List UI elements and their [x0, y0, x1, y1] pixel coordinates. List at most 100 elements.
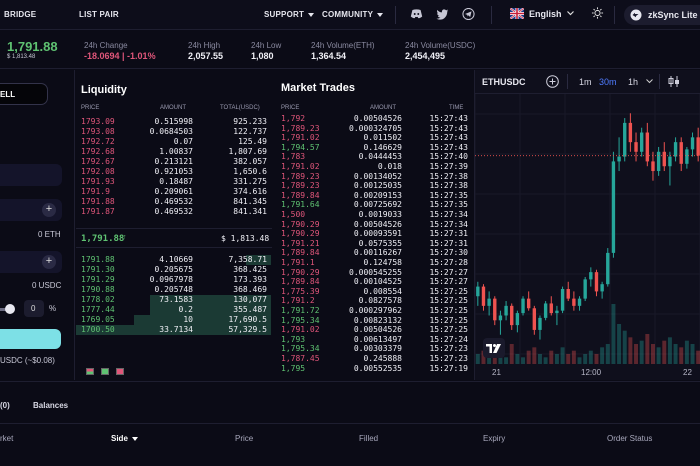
candle-body	[685, 149, 689, 164]
col-filled: Filled	[359, 434, 379, 443]
ask-row[interactable]: 1791.93 0.18487 331.275	[76, 177, 272, 187]
interval-1h[interactable]: 1h	[628, 77, 639, 87]
trade-amount: 0.00116267	[353, 248, 402, 258]
sun-icon[interactable]	[591, 7, 604, 19]
bid-depth-bar	[134, 315, 271, 325]
ask-row[interactable]: 1791.87 0.469532 841.341	[76, 207, 272, 217]
ask-row[interactable]: 1792.68 1.00837 1,807.69	[76, 147, 272, 157]
bid-total: 355.487	[233, 305, 267, 314]
view-asks-icon[interactable]	[116, 368, 124, 375]
ask-amount: 0.07	[173, 137, 193, 146]
plus-circle-icon[interactable]	[546, 75, 559, 88]
ask-row[interactable]: 1793.08 0.0684503 122.737	[76, 127, 272, 137]
trade-row: 1,793 0.00613497 15:27:24	[276, 335, 472, 345]
ask-row[interactable]: 1793.09 0.515998 925.233	[76, 117, 272, 127]
bid-row[interactable]: 1790.88 0.205748 368.469	[76, 285, 272, 295]
bid-row[interactable]: 1778.02 73.1583 130,077	[76, 295, 272, 305]
bid-row[interactable]: 1777.44 0.2 355.487	[76, 305, 272, 315]
twitter-icon[interactable]	[436, 8, 449, 20]
view-both-icon[interactable]	[86, 368, 94, 375]
candle-body	[611, 161, 616, 253]
ask-row[interactable]: 1792.72 0.07 125.49	[76, 137, 272, 147]
market-stats-bar: 1,791.88 $ 1,813.48 24h Change -18.0694 …	[0, 31, 700, 69]
candle-body	[673, 142, 678, 157]
wallet-network-label: zkSync Lite	[648, 10, 698, 20]
percent-input[interactable]: 0	[24, 300, 44, 317]
volume-bar	[481, 350, 486, 364]
trade-time: 15:27:28	[429, 258, 468, 267]
bid-amount: 0.205748	[154, 285, 193, 294]
col-amount: AMOUNT	[160, 105, 186, 111]
trade-time: 15:27:27	[429, 277, 468, 287]
tradingview-logo[interactable]	[483, 338, 505, 358]
trade-row: 1,791.02 0.018 15:27:39	[276, 162, 472, 172]
nav-list-pair[interactable]: LIST PAIR	[79, 10, 119, 19]
bid-total: 57,329.5	[228, 325, 267, 334]
ask-row[interactable]: 1792.67 0.213121 382.057	[76, 157, 272, 167]
bid-price: 1790.88	[81, 285, 115, 294]
trade-amount: 0.124758	[363, 258, 402, 267]
trade-time: 15:27:38	[429, 181, 468, 191]
bid-row[interactable]: 1791.29 0.0967978 173.393	[76, 275, 272, 285]
price-chart-panel: ETHUSDC 1m 30m 1h 21 12:00 22	[474, 70, 700, 380]
col-side[interactable]: Side	[111, 434, 138, 443]
bid-row[interactable]: 1700.50 33.7134 57,329.5	[76, 325, 272, 335]
tab-open-orders[interactable]: (0)	[0, 401, 10, 410]
ask-row[interactable]: 1791.88 0.469532 841.345	[76, 197, 272, 207]
candle-body	[555, 310, 559, 314]
ask-row[interactable]: 1791.9 0.209061 374.616	[76, 187, 272, 197]
sell-tab[interactable]: ELL	[0, 83, 48, 105]
candlestick-chart[interactable]	[475, 94, 700, 380]
trade-amount: 0.000545255	[349, 267, 402, 277]
interval-30m[interactable]: 30m	[599, 77, 617, 87]
nav-community[interactable]: COMMUNITY	[322, 10, 384, 19]
price-input[interactable]	[0, 164, 62, 186]
candle-body	[617, 156, 621, 162]
trade-price: 1,789.23	[281, 181, 320, 191]
chevron-down-icon	[131, 436, 138, 441]
trade-row: 1,789.84 0.00104525 15:27:27	[276, 277, 472, 287]
volume-bar	[673, 344, 678, 364]
language-selector[interactable]: English	[510, 8, 574, 19]
trade-amount: 0.008554	[363, 286, 402, 296]
discord-icon[interactable]	[410, 8, 423, 20]
view-bids-icon[interactable]	[101, 368, 109, 375]
volume-bar	[475, 354, 480, 364]
nav-bridge[interactable]: BRIDGE	[4, 10, 37, 19]
interval-1m[interactable]: 1m	[579, 77, 592, 87]
bid-row[interactable]: 1791.88 4.10669 7,358.71	[76, 255, 272, 265]
bid-row[interactable]: 1769.05 10 17,690.5	[76, 315, 272, 325]
volume-bar	[650, 344, 655, 364]
ask-amount: 0.469532	[154, 207, 193, 216]
volume-bar	[617, 324, 622, 364]
volume-bar	[532, 347, 537, 364]
submit-sell-button[interactable]	[0, 329, 61, 349]
volume-bar	[583, 354, 588, 364]
ask-total: 925.233	[233, 117, 267, 126]
nav-support[interactable]: SUPPORT	[264, 10, 315, 19]
trade-amount: 0.00725692	[353, 200, 402, 210]
trade-time: 15:27:23	[429, 354, 468, 363]
ask-row[interactable]: 1792.08 0.921053 1,650.6	[76, 167, 272, 177]
percent-slider-handle[interactable]	[5, 304, 15, 314]
volume-bar	[656, 347, 661, 364]
x-axis-label: 22	[683, 368, 692, 377]
bid-amount: 33.7134	[159, 325, 193, 334]
chevron-down-icon[interactable]	[646, 79, 653, 84]
trade-time: 15:27:31	[429, 229, 468, 239]
candle-body	[668, 156, 672, 167]
tab-balances[interactable]: Balances	[33, 401, 69, 410]
volume-bar	[634, 344, 639, 364]
telegram-icon[interactable]	[462, 8, 475, 20]
wallet-button[interactable]: zkSync Lite	[624, 5, 700, 25]
volume-bar	[571, 350, 576, 364]
col-price: PRICE	[81, 105, 100, 111]
chart-symbol[interactable]: ETHUSDC	[482, 77, 526, 87]
divider	[395, 6, 396, 24]
trade-price: 1,789.84	[281, 277, 320, 287]
increment-total-button[interactable]: +	[42, 255, 56, 269]
tradingview-logo-icon	[486, 344, 501, 353]
candles-icon[interactable]	[667, 75, 681, 88]
increment-amount-button[interactable]: +	[42, 203, 56, 217]
bid-row[interactable]: 1791.30 0.205675 368.425	[76, 265, 272, 275]
